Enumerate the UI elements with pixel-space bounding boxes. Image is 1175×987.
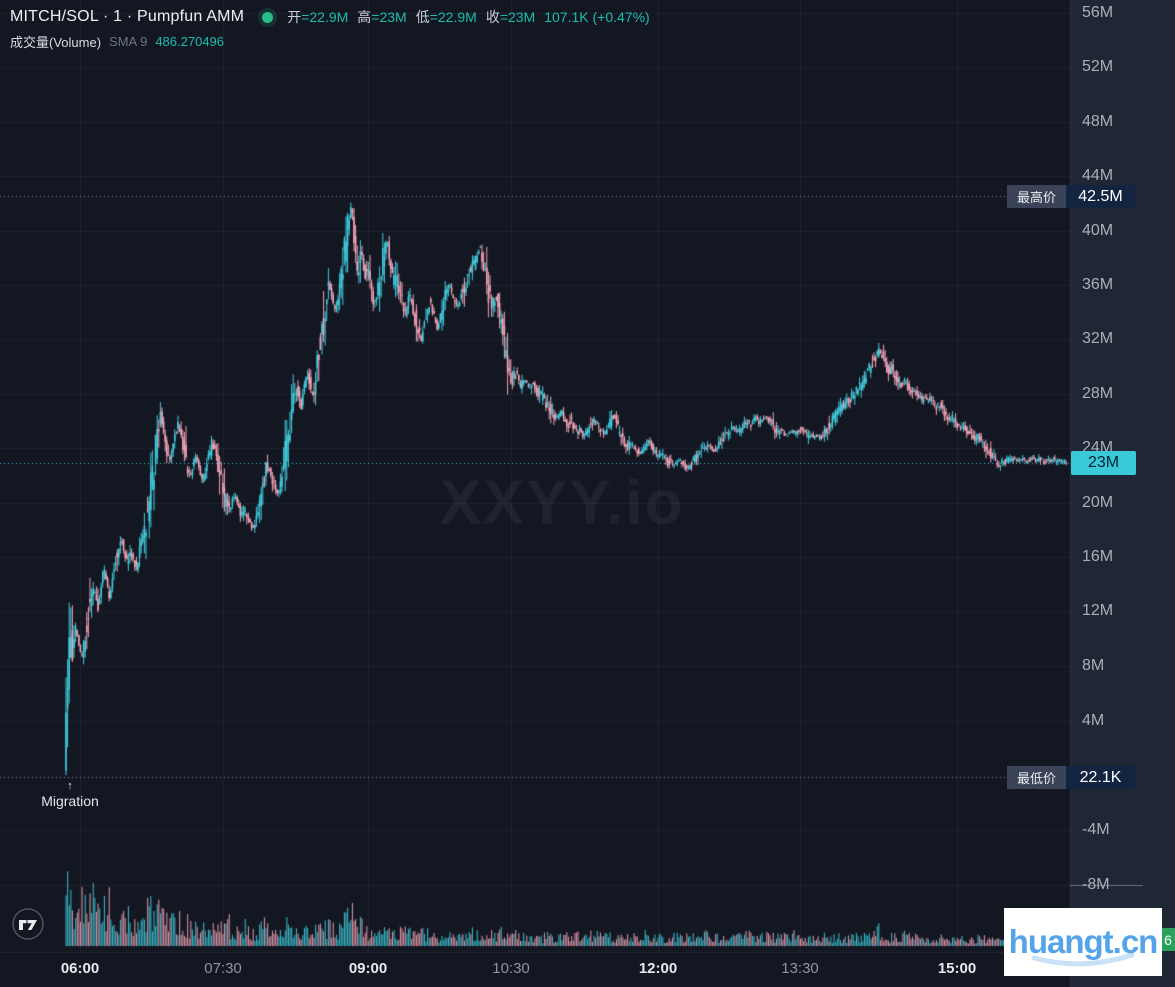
legend: MITCH/SOL · 1 · Pumpfun AMM 开=22.9M 高=23M… [10, 6, 650, 50]
ohlc-readout: 开=22.9M 高=23M 低=22.9M 收=23M [287, 7, 535, 27]
watermark: XXYY.io [439, 468, 685, 538]
legend-symbol-row: MITCH/SOL · 1 · Pumpfun AMM 开=22.9M 高=23M… [10, 6, 650, 28]
overlay-logo: huangt.cn [1004, 908, 1162, 976]
time-axis-label: 13:30 [781, 960, 819, 977]
price-axis-label: 20M [1082, 494, 1114, 511]
sma-value: 486.270496 [155, 34, 225, 49]
time-axis-label: 07:30 [204, 960, 242, 977]
session-low-value: 22.1K [1066, 766, 1135, 789]
price-axis-label: 44M [1082, 167, 1114, 184]
session-high-label: 最高价 [1007, 185, 1066, 208]
price-axis-label: 36M [1082, 276, 1114, 293]
price-axis-label: 52M [1082, 58, 1114, 75]
time-axis-label: 09:00 [348, 960, 388, 977]
time-axis-label: 12:00 [638, 960, 678, 977]
ohlc-item: 收=23M [486, 7, 535, 27]
ohlc-item-value: =22.9M [429, 9, 477, 25]
ohlc-item-value: =23M [371, 9, 407, 25]
price-axis[interactable]: 56M 52M 48M 44M 40M 36M 32M 28M 24M 20M 16M 12M 8M 4M… [1070, 0, 1175, 987]
ohlc-item-label: 收 [485, 9, 500, 25]
ohlc-item-value: =22.9M [301, 9, 349, 25]
session-high-badge: 最高价 42.5M [1007, 185, 1135, 208]
sma-label: SMA 9 [109, 34, 148, 49]
session-low-label: 最低价 [1007, 766, 1066, 789]
ohlc-item-value: =23M [499, 9, 536, 25]
change-readout: 107.1K (+0.47%) [544, 9, 650, 25]
session-high-value: 42.5M [1066, 185, 1135, 208]
market-status-dot [262, 11, 274, 23]
ohlc-item: 开=22.9M [287, 7, 348, 27]
tradingview-logo-icon[interactable] [12, 908, 44, 940]
price-axis-label: -8M [1082, 876, 1110, 893]
migration-annotation: ↑ Migration [41, 780, 99, 810]
price-axis-label: 16M [1082, 548, 1114, 565]
time-axis[interactable]: 06:00 07:30 09:00 10:30 12:00 13:30 15:00 [0, 952, 1070, 987]
migration-label: Migration [41, 793, 99, 809]
ohlc-item-label: 低 [415, 9, 430, 25]
price-axis-label: 40M [1082, 222, 1114, 239]
ohlc-item-label: 高 [357, 9, 372, 25]
price-axis-label: 48M [1082, 113, 1114, 130]
price-axis-label: -4M [1082, 821, 1110, 838]
last-price-badge: 23M [1071, 451, 1136, 475]
price-axis-label: 8M [1082, 657, 1105, 674]
price-axis-label: 28M [1082, 385, 1114, 402]
ohlc-item: 高=23M [357, 7, 406, 27]
overlay-logo-text: huangt.cn [1008, 923, 1159, 960]
ohlc-item-label: 开 [287, 9, 302, 25]
time-axis-label: 10:30 [492, 960, 530, 977]
session-low-badge: 最低价 22.1K [1007, 766, 1135, 789]
symbol-title[interactable]: MITCH/SOL · 1 · Pumpfun AMM [10, 8, 245, 25]
time-axis-label: 15:00 [937, 960, 977, 977]
legend-indicator-row: 成交量(Volume) SMA 9 486.270496 [10, 33, 650, 50]
overlay-count-badge: 6 [1161, 928, 1175, 951]
time-axis-label: 06:00 [60, 960, 100, 977]
price-axis-label: 4M [1082, 712, 1105, 729]
ohlc-item: 低=22.9M [416, 7, 477, 27]
up-arrow-icon: ↑ [67, 780, 73, 792]
price-axis-label: 12M [1082, 602, 1114, 619]
indicator-name[interactable]: 成交量(Volume) [10, 35, 102, 50]
price-axis-label: 56M [1082, 4, 1114, 21]
price-axis-label: 32M [1082, 330, 1114, 347]
logo-swoosh-icon [1031, 952, 1135, 967]
